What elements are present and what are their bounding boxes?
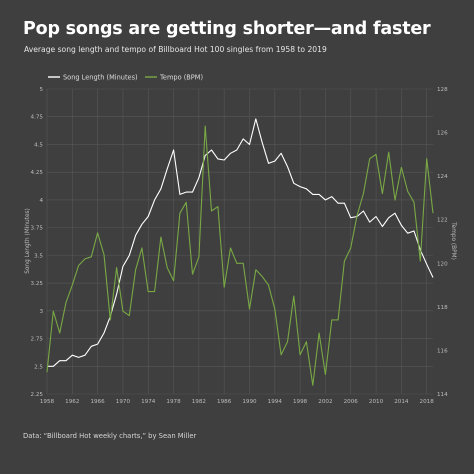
right-tick-label: 114 [437,392,448,398]
series-line-length [47,118,434,367]
x-tick-label: 2018 [420,399,435,405]
left-axis-label: Song Length (Minutes) [25,208,31,274]
x-tick-label: 2010 [369,399,384,405]
left-tick-label: 3.5 [34,253,43,259]
left-tick-label: 4.5 [34,142,43,148]
right-tick-label: 118 [437,305,448,311]
grid-lines [46,88,433,395]
x-tick-label: 1958 [40,399,55,405]
right-tick-label: 128 [437,87,448,93]
x-tick-label: 1966 [90,399,105,405]
legend-label-tempo: Tempo (BPM) [159,74,203,82]
right-axis-label: Tempo (BPM) [450,221,456,260]
chart-subtitle: Average song length and tempo of Billboa… [24,45,327,54]
x-tick-label: 2002 [318,399,332,405]
left-tick-label: 2.25 [31,392,44,398]
x-tick-label: 1990 [242,399,257,405]
legend-label-length: Song Length (Minutes) [63,74,138,82]
x-tick-label: 1982 [192,399,206,405]
x-tick-label: 1986 [217,399,232,405]
right-axis-ticks: 114 116 118 120 122 124 126 128 [437,87,448,398]
left-tick-label: 4.75 [31,115,44,121]
x-axis-ticks: 1958 1962 1966 1970 1974 1978 1982 1986 1990 1994… [40,399,434,405]
x-tick-label: 1994 [268,399,283,405]
left-tick-label: 3.75 [31,226,44,232]
x-tick-label: 1970 [116,399,131,405]
left-tick-label: 4 [39,198,43,204]
left-axis-ticks: 2.25 2.5 2.75 3 3.25 3.5 3.75 4 4.25 4.5 4.75 5 [31,87,44,398]
left-tick-label: 3 [39,309,43,315]
right-tick-label: 116 [437,348,448,354]
left-tick-label: 4.25 [31,170,44,176]
x-tick-label: 1962 [65,399,79,405]
right-tick-label: 124 [437,174,448,180]
x-tick-label: 1978 [166,399,181,405]
chart-title: Pop songs are getting shorter—and faster [23,19,431,39]
right-tick-label: 120 [437,261,448,267]
series-lines [46,118,434,386]
x-tick-label: 1974 [141,399,156,405]
x-tick-label: 2014 [394,399,409,405]
left-tick-label: 3.25 [31,281,44,287]
right-tick-label: 122 [437,218,448,224]
source-note: Data: “Billboard Hot weekly charts,” by … [23,432,197,440]
legend: Song Length (Minutes) Tempo (BPM) [48,74,203,82]
left-tick-label: 5 [39,87,43,93]
x-tick-label: 2006 [344,399,359,405]
x-tick-label: 1998 [293,399,308,405]
left-tick-label: 2.5 [34,364,43,370]
left-tick-label: 2.75 [31,337,44,343]
right-tick-label: 126 [437,131,448,137]
series-line-tempo [46,125,434,386]
